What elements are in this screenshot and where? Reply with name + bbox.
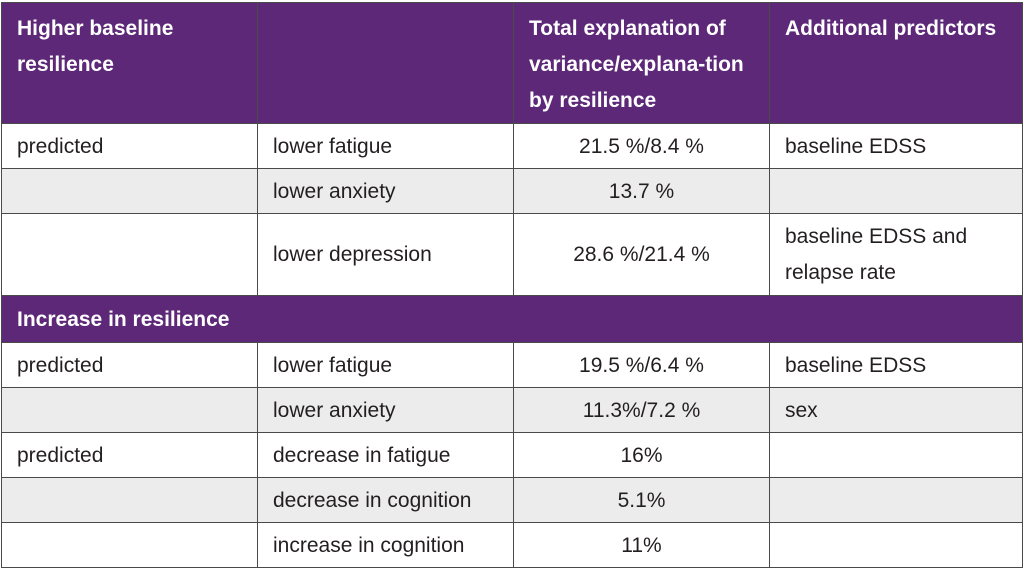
row-label-cell: [1, 387, 258, 433]
outcome-cell: decrease in fatigue: [257, 432, 514, 478]
outcome-cell: decrease in cognition: [257, 477, 514, 523]
variance-cell: 5.1%: [513, 477, 770, 523]
table-row: lower anxiety 13.7 %: [1, 168, 1023, 214]
outcome-cell: lower fatigue: [257, 342, 514, 388]
predictor-cell: [769, 522, 1023, 568]
predictor-cell: baseline EDSS: [769, 342, 1023, 388]
table-row: decrease in cognition 5.1%: [1, 477, 1023, 523]
row-label-cell: [1, 477, 258, 523]
table-row: predicted decrease in fatigue 16%: [1, 432, 1023, 478]
row-label-cell: [1, 522, 258, 568]
outcome-cell: lower anxiety: [257, 387, 514, 433]
table-row: increase in cognition 11%: [1, 522, 1023, 568]
predictor-cell: sex: [769, 387, 1023, 433]
predictor-cell: [769, 477, 1023, 523]
outcome-cell: lower fatigue: [257, 123, 514, 169]
variance-cell: 21.5 %/8.4 %: [513, 123, 770, 169]
variance-cell: 11.3%/7.2 %: [513, 387, 770, 433]
outcome-cell: lower depression: [257, 213, 514, 296]
header-cell-empty: [257, 2, 514, 124]
row-label-cell: [1, 168, 258, 214]
section-header-row: Increase in resilience: [1, 295, 1023, 343]
variance-cell: 19.5 %/6.4 %: [513, 342, 770, 388]
table-row: predicted lower fatigue 21.5 %/8.4 % bas…: [1, 123, 1023, 169]
row-label-cell: [1, 213, 258, 296]
table-row: lower anxiety 11.3%/7.2 % sex: [1, 387, 1023, 433]
variance-cell: 11%: [513, 522, 770, 568]
header-cell-additional-predictors: Additional predictors: [769, 2, 1023, 124]
table-header-row: Higher baseline resilience Total explana…: [1, 2, 1023, 124]
table-row: lower depression 28.6 %/21.4 % baseline …: [1, 213, 1023, 296]
row-label-cell: predicted: [1, 342, 258, 388]
outcome-cell: increase in cognition: [257, 522, 514, 568]
row-label-cell: predicted: [1, 432, 258, 478]
predictor-cell: baseline EDSS and relapse rate: [769, 213, 1023, 296]
row-label-cell: predicted: [1, 123, 258, 169]
outcome-cell: lower anxiety: [257, 168, 514, 214]
predictor-cell: baseline EDSS: [769, 123, 1023, 169]
section-title-increase-in-resilience: Increase in resilience: [1, 295, 1023, 343]
predictor-cell: [769, 168, 1023, 214]
variance-cell: 16%: [513, 432, 770, 478]
table-row: predicted lower fatigue 19.5 %/6.4 % bas…: [1, 342, 1023, 388]
variance-cell: 28.6 %/21.4 %: [513, 213, 770, 296]
header-cell-total-explanation: Total explanation of variance/explana-ti…: [513, 2, 770, 124]
header-cell-higher-baseline-resilience: Higher baseline resilience: [1, 2, 258, 124]
predictor-cell: [769, 432, 1023, 478]
variance-cell: 13.7 %: [513, 168, 770, 214]
